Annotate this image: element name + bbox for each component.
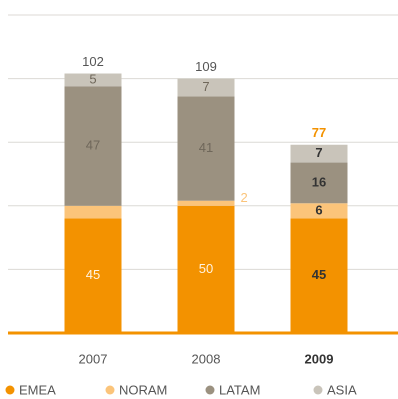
bar-segment bbox=[64, 218, 122, 333]
legend-label: LATAM bbox=[219, 382, 260, 397]
x-tick-label: 2008 bbox=[192, 351, 221, 366]
bar-segment bbox=[177, 200, 235, 206]
total-label: 77 bbox=[312, 125, 326, 140]
bar-segment bbox=[64, 205, 122, 219]
bar-segment bbox=[64, 86, 122, 206]
x-tick-label: 2009 bbox=[305, 351, 334, 366]
data-label: 5 bbox=[89, 204, 96, 219]
bar-segment bbox=[290, 162, 348, 204]
total-label: 109 bbox=[195, 59, 217, 74]
data-label: 16 bbox=[312, 174, 326, 189]
bar-segment bbox=[290, 203, 348, 219]
data-label: 50 bbox=[199, 261, 213, 276]
bar-segment bbox=[177, 78, 235, 97]
data-label: 7 bbox=[315, 145, 322, 160]
legend-dot bbox=[205, 385, 215, 395]
legend-dot bbox=[5, 385, 15, 395]
data-label: 6 bbox=[315, 202, 322, 217]
bar-segment bbox=[290, 218, 348, 333]
data-label: 45 bbox=[86, 267, 100, 282]
data-label: 45 bbox=[312, 267, 326, 282]
total-label: 102 bbox=[82, 54, 104, 69]
legend-dot bbox=[105, 385, 115, 395]
data-label: 47 bbox=[86, 137, 100, 152]
data-label: 5 bbox=[89, 71, 96, 86]
data-label: 7 bbox=[202, 79, 209, 94]
legend-label: ASIA bbox=[327, 382, 357, 397]
bar-segment bbox=[290, 144, 348, 163]
bar-segment bbox=[177, 96, 235, 201]
legend-label: NORAM bbox=[119, 382, 167, 397]
bar-segment bbox=[177, 205, 235, 333]
legend-label: EMEA bbox=[19, 382, 56, 397]
data-label: 2 bbox=[241, 190, 248, 205]
x-tick-label: 2007 bbox=[79, 351, 108, 366]
data-label: 41 bbox=[199, 140, 213, 155]
legend-dot bbox=[313, 385, 323, 395]
bar-segment bbox=[64, 73, 122, 87]
